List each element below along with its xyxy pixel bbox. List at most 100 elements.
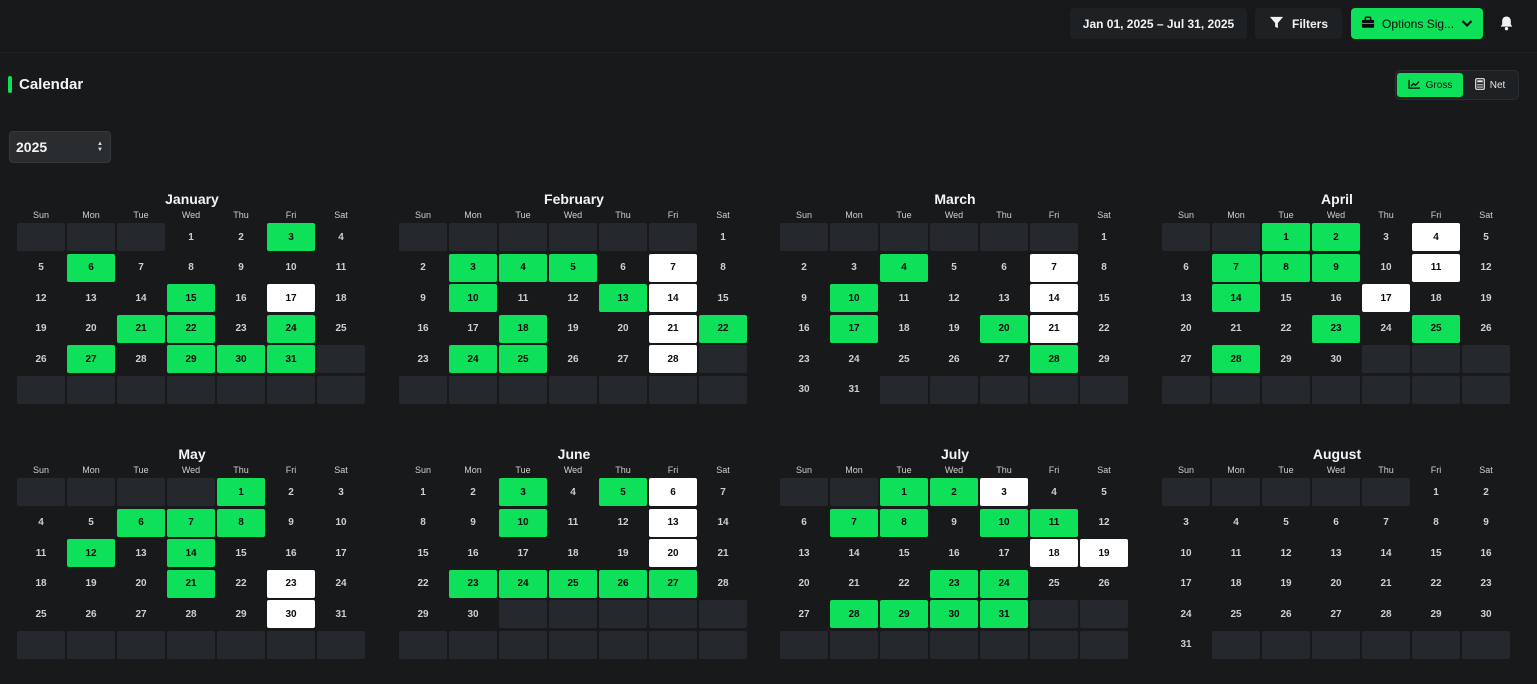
day-cell[interactable]: 4 — [549, 478, 597, 506]
day-cell[interactable]: 23 — [1312, 314, 1360, 343]
day-cell[interactable]: 17 — [980, 539, 1028, 568]
day-cell[interactable]: 25 — [1212, 600, 1260, 629]
day-cell[interactable]: 7 — [830, 508, 878, 537]
day-cell[interactable]: 31 — [1162, 630, 1210, 659]
day-cell[interactable]: 1 — [1262, 223, 1310, 251]
day-cell[interactable]: 28 — [117, 345, 165, 374]
day-cell[interactable]: 9 — [780, 284, 828, 313]
day-cell[interactable]: 18 — [17, 569, 65, 598]
day-cell[interactable]: 24 — [499, 569, 547, 598]
day-cell[interactable]: 27 — [980, 345, 1028, 374]
day-cell[interactable]: 13 — [980, 284, 1028, 313]
day-cell[interactable]: 26 — [599, 569, 647, 598]
day-cell[interactable]: 31 — [267, 345, 315, 374]
day-cell[interactable]: 13 — [1162, 284, 1210, 313]
day-cell[interactable]: 16 — [930, 539, 978, 568]
day-cell[interactable]: 24 — [830, 345, 878, 374]
day-cell[interactable]: 31 — [830, 375, 878, 404]
day-cell[interactable]: 31 — [980, 600, 1028, 629]
day-cell[interactable]: 16 — [780, 314, 828, 343]
day-cell[interactable]: 29 — [217, 600, 265, 629]
day-cell[interactable]: 6 — [1312, 508, 1360, 537]
day-cell[interactable]: 21 — [699, 539, 747, 568]
day-cell[interactable]: 21 — [830, 569, 878, 598]
day-cell[interactable]: 5 — [549, 253, 597, 282]
day-cell[interactable]: 16 — [449, 539, 497, 568]
day-cell[interactable]: 11 — [499, 284, 547, 313]
day-cell[interactable]: 10 — [317, 508, 365, 537]
day-cell[interactable]: 29 — [167, 345, 215, 374]
day-cell[interactable]: 12 — [930, 284, 978, 313]
day-cell[interactable]: 10 — [1162, 539, 1210, 568]
day-cell[interactable]: 2 — [217, 223, 265, 251]
day-cell[interactable]: 26 — [67, 600, 115, 629]
day-cell[interactable]: 22 — [699, 314, 747, 343]
day-cell[interactable]: 16 — [267, 539, 315, 568]
day-cell[interactable]: 20 — [780, 569, 828, 598]
day-cell[interactable]: 26 — [1080, 569, 1128, 598]
day-cell[interactable]: 26 — [930, 345, 978, 374]
day-cell[interactable]: 6 — [980, 253, 1028, 282]
day-cell[interactable]: 27 — [1312, 600, 1360, 629]
day-cell[interactable]: 24 — [980, 569, 1028, 598]
net-toggle-button[interactable]: Net — [1463, 73, 1517, 97]
day-cell[interactable]: 15 — [1412, 539, 1460, 568]
day-cell[interactable]: 19 — [1080, 539, 1128, 568]
day-cell[interactable]: 8 — [167, 253, 215, 282]
day-cell[interactable]: 29 — [1412, 600, 1460, 629]
day-cell[interactable]: 17 — [317, 539, 365, 568]
day-cell[interactable]: 2 — [1312, 223, 1360, 251]
day-cell[interactable]: 22 — [167, 314, 215, 343]
day-cell[interactable]: 14 — [1362, 539, 1410, 568]
day-cell[interactable]: 6 — [649, 478, 697, 506]
day-cell[interactable]: 28 — [167, 600, 215, 629]
day-cell[interactable]: 28 — [649, 345, 697, 374]
day-cell[interactable]: 30 — [930, 600, 978, 629]
day-cell[interactable]: 30 — [1312, 345, 1360, 374]
day-cell[interactable]: 3 — [1162, 508, 1210, 537]
day-cell[interactable]: 8 — [699, 253, 747, 282]
day-cell[interactable]: 9 — [267, 508, 315, 537]
date-range-picker[interactable]: Jan 01, 2025 – Jul 31, 2025 — [1070, 8, 1247, 39]
day-cell[interactable]: 23 — [1462, 569, 1510, 598]
day-cell[interactable]: 3 — [267, 223, 315, 251]
day-cell[interactable]: 23 — [930, 569, 978, 598]
day-cell[interactable]: 7 — [1212, 253, 1260, 282]
day-cell[interactable]: 30 — [1462, 600, 1510, 629]
day-cell[interactable]: 26 — [17, 345, 65, 374]
day-cell[interactable]: 20 — [1312, 569, 1360, 598]
day-cell[interactable]: 19 — [930, 314, 978, 343]
day-cell[interactable]: 6 — [117, 508, 165, 537]
day-cell[interactable]: 12 — [1262, 539, 1310, 568]
day-cell[interactable]: 2 — [267, 478, 315, 506]
day-cell[interactable]: 17 — [449, 314, 497, 343]
day-cell[interactable]: 8 — [217, 508, 265, 537]
day-cell[interactable]: 11 — [1212, 539, 1260, 568]
day-cell[interactable]: 14 — [1030, 284, 1078, 313]
day-cell[interactable]: 14 — [117, 284, 165, 313]
day-cell[interactable]: 10 — [1362, 253, 1410, 282]
day-cell[interactable]: 14 — [830, 539, 878, 568]
day-cell[interactable]: 15 — [399, 539, 447, 568]
day-cell[interactable]: 13 — [599, 284, 647, 313]
day-cell[interactable]: 12 — [599, 508, 647, 537]
day-cell[interactable]: 9 — [930, 508, 978, 537]
day-cell[interactable]: 5 — [1080, 478, 1128, 506]
day-cell[interactable]: 5 — [599, 478, 647, 506]
day-cell[interactable]: 29 — [880, 600, 928, 629]
day-cell[interactable]: 25 — [317, 314, 365, 343]
day-cell[interactable]: 2 — [1462, 478, 1510, 506]
day-cell[interactable]: 14 — [649, 284, 697, 313]
day-cell[interactable]: 28 — [1362, 600, 1410, 629]
day-cell[interactable]: 6 — [599, 253, 647, 282]
day-cell[interactable]: 1 — [1412, 478, 1460, 506]
day-cell[interactable]: 20 — [980, 314, 1028, 343]
day-cell[interactable]: 23 — [399, 345, 447, 374]
day-cell[interactable]: 25 — [549, 569, 597, 598]
day-cell[interactable]: 13 — [1312, 539, 1360, 568]
day-cell[interactable]: 18 — [499, 314, 547, 343]
day-cell[interactable]: 22 — [1412, 569, 1460, 598]
day-cell[interactable]: 22 — [217, 569, 265, 598]
day-cell[interactable]: 30 — [267, 600, 315, 629]
day-cell[interactable]: 7 — [167, 508, 215, 537]
